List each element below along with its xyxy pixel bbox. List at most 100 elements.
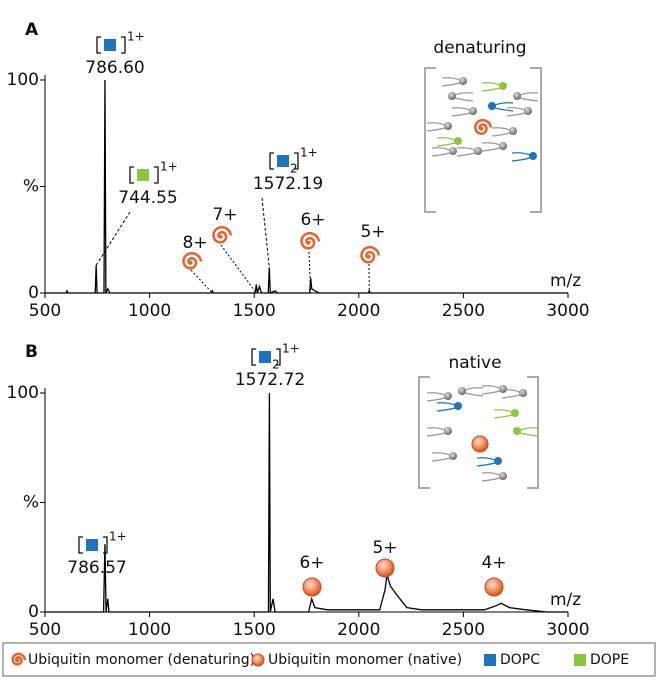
x-tick-label: 1000 bbox=[128, 301, 171, 321]
spectrum bbox=[45, 79, 568, 294]
lipid-tail bbox=[431, 452, 451, 462]
y-tick-label: 100 bbox=[7, 383, 39, 403]
x-tick-label: 2500 bbox=[442, 301, 485, 321]
lipid-head bbox=[444, 122, 452, 130]
species-charge: 1+ bbox=[160, 160, 178, 174]
charge-label: 8+ bbox=[182, 233, 207, 253]
lipid-head bbox=[524, 107, 532, 115]
inset-spiral bbox=[473, 118, 493, 135]
lipid-tail bbox=[501, 389, 521, 399]
bracket bbox=[96, 36, 126, 54]
lipid-head bbox=[474, 147, 482, 155]
lipid-tail bbox=[441, 77, 461, 87]
x-tick-label: 500 bbox=[29, 301, 61, 321]
spectrum bbox=[45, 392, 568, 613]
leader-line bbox=[95, 211, 131, 266]
y-tick-label: 0 bbox=[28, 602, 39, 622]
peak-label: 744.55 bbox=[118, 188, 177, 208]
legend-square bbox=[484, 654, 496, 666]
bracket bbox=[269, 152, 299, 170]
lipid-tail bbox=[426, 427, 446, 437]
bracket bbox=[251, 348, 281, 366]
peak-label: 1572.19 bbox=[253, 174, 323, 194]
panel-label: A bbox=[25, 20, 39, 40]
charge-label: 4+ bbox=[481, 553, 506, 573]
leader-line bbox=[220, 244, 257, 294]
lipid-tail bbox=[454, 92, 474, 102]
inset-a bbox=[424, 67, 542, 213]
lipid-head bbox=[459, 77, 467, 85]
lipid-tail bbox=[476, 457, 496, 467]
legend-square bbox=[574, 654, 586, 666]
charge-circle bbox=[302, 577, 322, 597]
lipid-tail bbox=[491, 127, 511, 137]
charge-spiral bbox=[182, 251, 202, 270]
lipid-tail bbox=[436, 402, 456, 412]
peak-label: 786.57 bbox=[67, 558, 126, 578]
lipid-tail bbox=[493, 409, 513, 419]
x-axis-label: m/z bbox=[550, 271, 581, 291]
x-tick-label: 2000 bbox=[337, 301, 380, 321]
legend-label: DOPE bbox=[590, 652, 629, 668]
charge-label: 6+ bbox=[299, 553, 324, 573]
lipid-tail bbox=[426, 392, 446, 402]
lipid-head bbox=[449, 452, 457, 460]
lipid-head bbox=[519, 389, 527, 397]
lipid-tail bbox=[481, 472, 501, 482]
charge-label: 7+ bbox=[212, 205, 237, 225]
lipid-head bbox=[529, 152, 537, 160]
charge-label: 5+ bbox=[372, 538, 397, 558]
lipid-tail bbox=[481, 142, 501, 152]
lipid-head bbox=[513, 92, 521, 100]
lipid-head bbox=[499, 142, 507, 150]
x-tick-label: 3000 bbox=[546, 301, 589, 321]
lipid-head bbox=[469, 107, 477, 115]
y-tick-label: 0 bbox=[28, 283, 39, 303]
lipid-tail bbox=[481, 385, 501, 395]
x-tick-label: 1500 bbox=[233, 620, 276, 640]
lipid-head bbox=[511, 409, 519, 417]
charge-spiral bbox=[212, 225, 232, 244]
lipid-head bbox=[448, 92, 456, 100]
lipid-head bbox=[444, 427, 452, 435]
x-tick-label: 2500 bbox=[442, 620, 485, 640]
lipid-head bbox=[509, 127, 517, 135]
lipid-head bbox=[444, 392, 452, 400]
lipid-tail bbox=[464, 387, 484, 397]
charge-circle bbox=[484, 577, 504, 597]
x-tick-label: 1500 bbox=[233, 301, 276, 321]
lipid-head bbox=[449, 147, 457, 155]
species-count: 2 bbox=[290, 162, 298, 176]
legend-label: Ubiquitin monomer (denaturing) bbox=[28, 652, 255, 668]
inset-ball bbox=[471, 435, 489, 453]
lipid-tail bbox=[431, 147, 451, 157]
charge-circle bbox=[375, 558, 395, 578]
lipid-tail bbox=[511, 152, 531, 162]
charge-label: 5+ bbox=[360, 222, 385, 242]
lipid-tail bbox=[506, 107, 526, 117]
species-charge: 1+ bbox=[127, 30, 145, 44]
x-tick-label: 500 bbox=[29, 620, 61, 640]
leader-line bbox=[308, 251, 312, 294]
lipid-head bbox=[513, 427, 521, 435]
legend-label: DOPC bbox=[500, 652, 540, 668]
legend-box bbox=[2, 642, 656, 677]
species-charge: 1+ bbox=[109, 530, 127, 544]
inset-title: native bbox=[448, 353, 501, 373]
y-tick-label: % bbox=[23, 177, 39, 197]
leader-line bbox=[190, 269, 213, 294]
lipid-tail bbox=[519, 427, 539, 437]
species-charge: 1+ bbox=[282, 342, 300, 356]
bracket bbox=[129, 166, 159, 184]
charge-label: 6+ bbox=[300, 210, 325, 230]
lipid-head bbox=[499, 82, 507, 90]
leader-line bbox=[261, 197, 270, 268]
inset-title: denaturing bbox=[433, 38, 526, 58]
x-tick-label: 2000 bbox=[337, 620, 380, 640]
lipid-head bbox=[454, 137, 462, 145]
legend-spiral bbox=[11, 652, 27, 666]
lipid-head bbox=[499, 385, 507, 393]
lipid-head bbox=[458, 387, 466, 395]
